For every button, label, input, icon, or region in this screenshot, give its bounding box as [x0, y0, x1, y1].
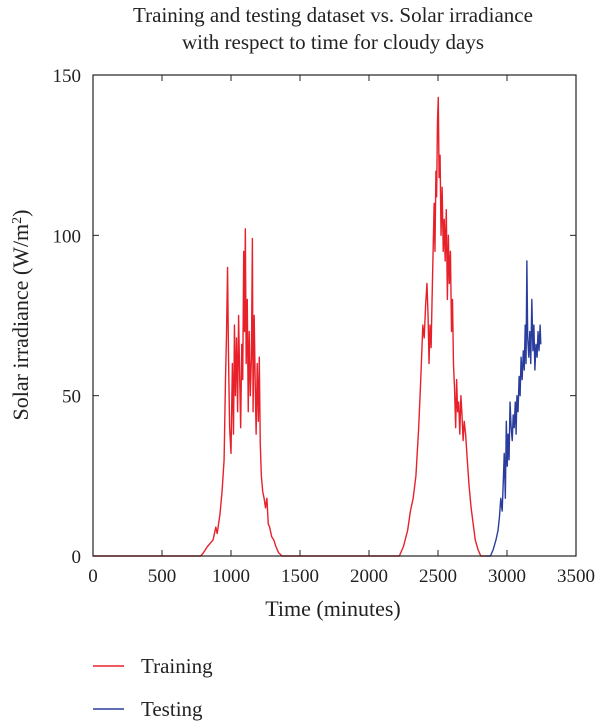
legend-label-testing: Testing: [141, 697, 203, 721]
x-tick-label: 1500: [281, 566, 319, 587]
y-axis-label-tail: ): [8, 209, 33, 216]
y-axis-label: Solar irradiance (W/m2): [8, 209, 33, 420]
legend-label-training: Training: [141, 654, 213, 678]
chart-title-line-2: with respect to time for cloudy days: [182, 30, 484, 54]
plot-frame: [92, 74, 577, 557]
y-tick-label: 50: [62, 387, 81, 408]
x-tick-label: 3000: [488, 566, 526, 587]
x-tick-label: 2000: [350, 566, 388, 587]
series-line-training: [93, 96, 487, 557]
x-tick-label: 0: [88, 566, 98, 587]
axis-ticks: 0 500 1000 1500 2000 2500 3000 3500 0 50 100 150: [53, 66, 596, 587]
x-tick-label: 1000: [212, 566, 250, 587]
legend: Training Testing: [93, 654, 213, 721]
y-tick-label: 100: [53, 226, 82, 247]
y-axis-label-sup: 2: [10, 217, 25, 224]
x-tick-label: 500: [148, 566, 177, 587]
y-axis-label-main: Solar irradiance (W/m: [8, 224, 33, 421]
y-tick-label: 150: [53, 66, 82, 87]
series-line-testing: [486, 260, 542, 557]
x-tick-label: 3500: [557, 566, 595, 587]
x-tick-label: 2500: [419, 566, 457, 587]
x-axis-label: Time (minutes): [265, 596, 400, 621]
chart-title-line-1: Training and testing dataset vs. Solar i…: [133, 3, 533, 27]
y-tick-label: 0: [72, 547, 82, 568]
series-layer: [93, 96, 542, 557]
